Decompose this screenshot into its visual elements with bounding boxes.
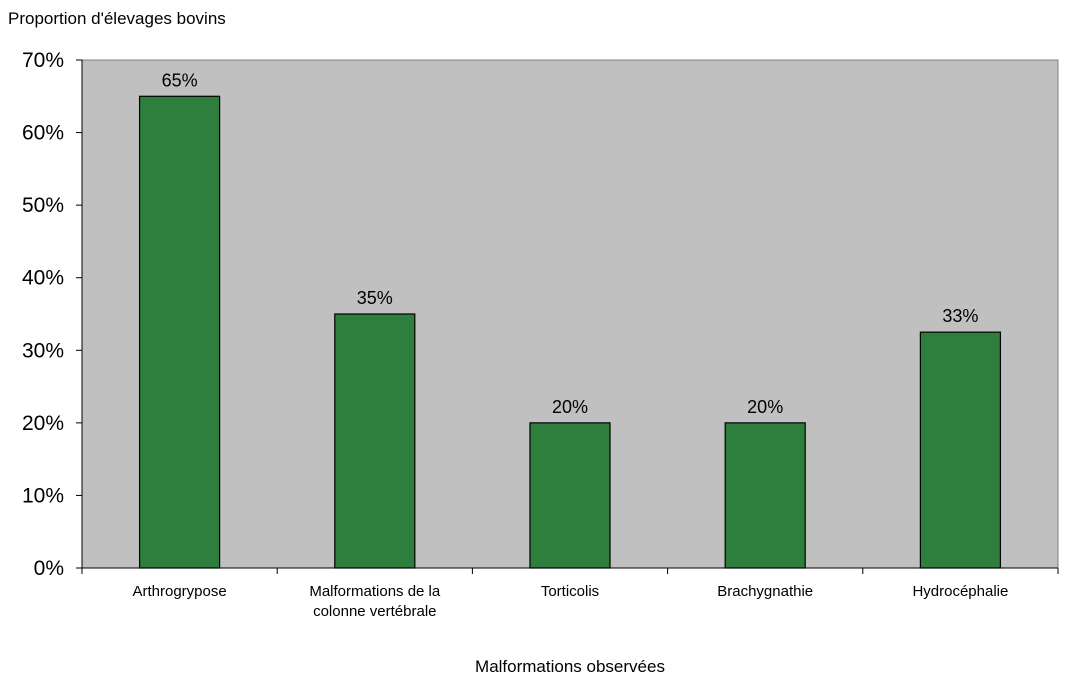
x-tick-label: Arthrogrypose (132, 583, 226, 600)
data-label: 33% (942, 306, 978, 326)
y-tick-label: 70% (22, 49, 64, 72)
x-tick-label-line: Hydrocéphalie (912, 583, 1008, 600)
x-tick-label-line: Torticolis (541, 583, 599, 600)
y-tick-label: 30% (22, 339, 64, 362)
bar (138, 95, 221, 569)
y-tick-label: 60% (22, 122, 64, 145)
x-tick-label: Brachygnathie (717, 583, 813, 600)
bars-group (138, 95, 1002, 569)
y-tick-label: 10% (22, 484, 64, 507)
x-tick-label: Torticolis (541, 583, 599, 600)
x-tick-label-line: Arthrogrypose (132, 583, 226, 600)
x-axis-title: Malformations observées (475, 657, 665, 676)
data-label: 20% (747, 397, 783, 417)
axes-group (76, 59, 1059, 574)
y-tick-label: 20% (22, 412, 64, 435)
tick-labels-group: 0% 10% 20% 30% 40% 50% 60% 70% Arthrogrypose Malf… (22, 49, 1008, 620)
data-label: 20% (552, 397, 588, 417)
bar (724, 422, 806, 569)
bar (919, 331, 1002, 569)
data-label: 65% (162, 70, 198, 90)
y-tick-label: 50% (22, 194, 64, 217)
x-tick-label-line: Malformations de la (309, 583, 441, 600)
data-label: 35% (357, 288, 393, 308)
x-tick-label-line: Brachygnathie (717, 583, 813, 600)
y-tick-label: 40% (22, 267, 64, 290)
y-tick-label: 0% (34, 557, 64, 580)
data-labels-group: 65% 35% 20% 20% 33% (162, 70, 979, 417)
x-tick-label-line: colonne vertébrale (313, 603, 436, 620)
bar (334, 313, 416, 569)
y-axis-title: Proportion d'élevages bovins (8, 9, 226, 28)
bar (529, 422, 611, 569)
x-tick-label: Malformations de la colonne vertébrale (309, 583, 441, 620)
x-tick-label: Hydrocéphalie (912, 583, 1008, 600)
